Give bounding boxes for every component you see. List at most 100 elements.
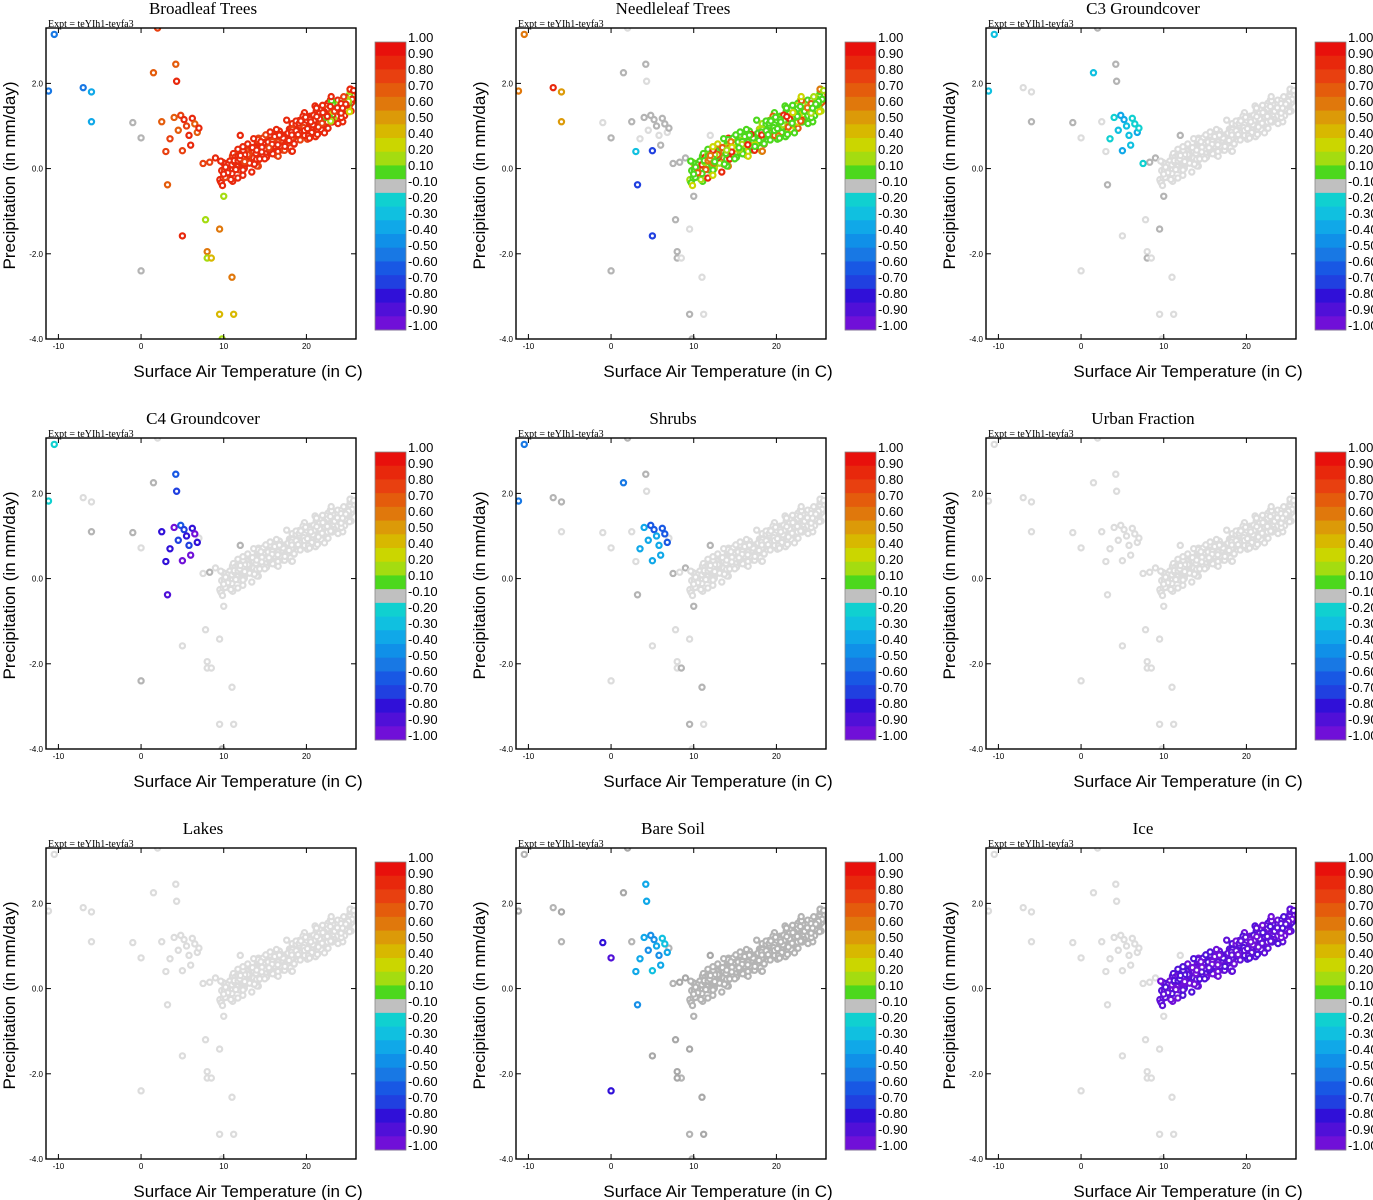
colorbar-swatch xyxy=(375,506,406,522)
scatter-point xyxy=(1197,958,1205,966)
scatter-point xyxy=(788,921,797,930)
colorbar-label: 0.20 xyxy=(1348,552,1373,567)
scatter-point xyxy=(313,130,322,139)
scatter-point xyxy=(673,1074,681,1082)
colorbar-label: -0.30 xyxy=(408,1026,438,1041)
scatter-point xyxy=(783,130,792,139)
scatter-point xyxy=(1245,134,1254,142)
x-tick-label: 10 xyxy=(689,342,698,351)
scatter-point xyxy=(783,522,791,531)
scatter-point xyxy=(229,310,238,318)
scatter-point xyxy=(1169,310,1178,318)
scatter-point xyxy=(1069,118,1077,127)
scatter-point xyxy=(327,912,335,921)
y-tick-label: -2.0 xyxy=(29,1070,43,1079)
scatter-point xyxy=(228,273,236,281)
scatter-point xyxy=(783,112,791,121)
scatter-point xyxy=(261,155,269,163)
scatter-point xyxy=(1289,86,1296,95)
scatter-point xyxy=(1225,956,1233,965)
y-tick-label: -2.0 xyxy=(29,250,43,259)
colorbar-label: -0.20 xyxy=(408,1010,438,1025)
colorbar-label: 1.00 xyxy=(408,850,433,865)
colorbar-swatch xyxy=(845,192,876,208)
scatter-point xyxy=(166,955,174,963)
y-tick-label: 0.0 xyxy=(32,575,44,584)
scatter-point xyxy=(619,479,628,487)
scatter-point xyxy=(178,642,187,650)
colorbar-label: -0.30 xyxy=(408,616,438,631)
colorbar-label: -0.60 xyxy=(878,1074,908,1089)
colorbar-swatch xyxy=(1315,96,1346,112)
colorbar-swatch xyxy=(845,1012,876,1028)
scatter-point xyxy=(681,974,690,982)
scatter-point xyxy=(690,602,698,610)
scatter-point xyxy=(1141,1036,1150,1044)
scatter-point xyxy=(1245,954,1254,962)
colorbar-swatch xyxy=(845,138,876,153)
scatter-point xyxy=(1206,538,1214,546)
y-tick-label: 0.0 xyxy=(32,165,44,174)
scatter-point xyxy=(549,903,557,912)
y-tick-label: -4.0 xyxy=(969,1155,983,1164)
scatter-point xyxy=(1212,125,1221,134)
plot-frame xyxy=(515,847,827,1160)
scatter-point xyxy=(1167,585,1175,594)
colorbar-label: -1.00 xyxy=(878,728,908,743)
scatter-point xyxy=(742,945,751,954)
colorbar-label: -0.60 xyxy=(1348,664,1373,679)
scatter-point xyxy=(797,937,805,945)
colorbar-swatch xyxy=(1315,151,1346,166)
scatter-point xyxy=(758,147,767,155)
scatter-point xyxy=(163,181,172,189)
plot-frame xyxy=(45,847,357,1160)
colorbar-label: -0.30 xyxy=(408,206,438,221)
scatter-point xyxy=(253,556,261,564)
scatter-point xyxy=(990,30,998,39)
scatter-point xyxy=(1258,529,1266,537)
colorbar-swatch xyxy=(1315,698,1346,714)
scatter-point xyxy=(1222,936,1231,944)
colorbar-swatch xyxy=(1315,875,1346,890)
scatter-point xyxy=(178,1052,187,1060)
scatter-point xyxy=(174,126,182,134)
colorbar-label: 0.90 xyxy=(408,46,433,61)
colorbar-label: 0.50 xyxy=(1348,930,1373,945)
scatter-point xyxy=(1118,642,1127,650)
scatter-point xyxy=(1120,935,1128,944)
scatter-point xyxy=(557,908,566,916)
scatter-point xyxy=(215,310,224,318)
colorbar-swatch xyxy=(375,261,406,276)
scatter-point xyxy=(1110,523,1118,532)
scatter-point xyxy=(697,175,705,184)
colorbar-swatch xyxy=(375,316,406,331)
scatter-point xyxy=(1118,146,1127,155)
colorbar-label: 0.40 xyxy=(408,946,433,961)
scatter-point xyxy=(1110,933,1118,942)
colorbar-label: -0.70 xyxy=(408,270,438,285)
scatter-point xyxy=(215,1130,224,1138)
scatter-point xyxy=(1027,498,1036,506)
colorbar-label: -0.90 xyxy=(878,712,908,727)
y-tick-label: -4.0 xyxy=(29,335,43,344)
scatter-point xyxy=(288,951,296,959)
scatter-point xyxy=(236,561,245,570)
scatter-point xyxy=(810,503,818,511)
colorbar-swatch xyxy=(845,671,876,686)
scatter-point xyxy=(253,146,261,154)
scatter-point xyxy=(709,581,717,589)
colorbar-swatch xyxy=(1315,165,1346,180)
scatter-point xyxy=(303,124,312,133)
scatter-point xyxy=(1212,535,1221,544)
scatter-point xyxy=(619,889,628,897)
colorbar-swatch xyxy=(845,575,876,590)
colorbar-swatch xyxy=(1315,138,1346,153)
scatter-point xyxy=(318,119,326,127)
colorbar-swatch xyxy=(375,930,406,945)
scatter-point xyxy=(275,951,284,959)
scatter-point xyxy=(1253,932,1261,941)
scatter-point xyxy=(1077,1087,1085,1095)
scatter-point xyxy=(599,118,607,127)
scatter-point xyxy=(186,961,195,969)
